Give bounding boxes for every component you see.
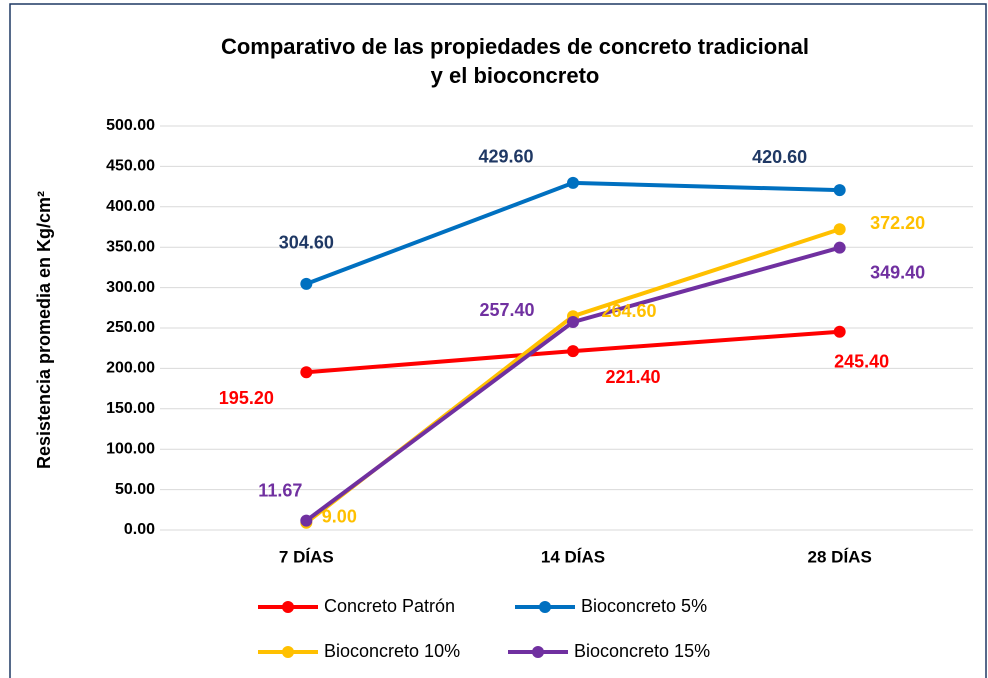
y-tick-label: 450.00 (106, 158, 155, 175)
data-point (833, 325, 846, 338)
chart-border (9, 3, 987, 678)
legend-marker (282, 601, 294, 613)
data-point (300, 366, 313, 379)
data-point (567, 345, 579, 358)
y-tick-label: 500.00 (106, 117, 155, 134)
data-label: 221.40 (605, 367, 660, 387)
y-tick-label: 150.00 (106, 400, 155, 417)
data-label: 245.40 (834, 351, 889, 371)
data-label: 420.60 (752, 147, 807, 167)
data-label: 372.20 (870, 213, 925, 233)
y-tick-label: 200.00 (106, 360, 155, 377)
data-label: 429.60 (478, 147, 533, 167)
data-point (567, 316, 579, 329)
legend-label: Bioconcreto 15% (574, 641, 710, 661)
y-tick-label: 400.00 (106, 198, 155, 215)
y-tick-label: 50.00 (115, 481, 155, 498)
data-point (833, 241, 846, 254)
data-label: 349.40 (870, 262, 925, 282)
legend-marker (539, 601, 551, 613)
data-label: 257.40 (479, 300, 534, 320)
legend-marker (532, 646, 544, 658)
data-point (833, 223, 846, 236)
y-axis-label: Resistencia promedia en Kg/cm² (34, 191, 54, 469)
data-label: 9.00 (322, 506, 357, 526)
legend-label: Bioconcreto 5% (581, 596, 707, 616)
data-point (300, 514, 313, 527)
x-tick-label: 7 DÍAS (279, 547, 334, 566)
chart-title: y el bioconcreto (431, 63, 600, 88)
data-point (300, 277, 313, 290)
y-tick-label: 250.00 (106, 319, 155, 336)
x-tick-label: 14 DÍAS (541, 547, 605, 566)
y-tick-label: 350.00 (106, 238, 155, 255)
data-label: 195.20 (219, 388, 274, 408)
data-label: 304.60 (279, 233, 334, 253)
y-tick-label: 0.00 (124, 521, 155, 538)
data-point (567, 176, 579, 189)
legend-label: Bioconcreto 10% (324, 641, 460, 661)
legend-label: Concreto Patrón (324, 596, 455, 616)
y-tick-label: 300.00 (106, 279, 155, 296)
legend-marker (282, 646, 294, 658)
y-tick-label: 100.00 (106, 440, 155, 457)
x-tick-label: 28 DÍAS (808, 547, 872, 566)
data-label: 264.60 (601, 301, 656, 321)
chart-title: Comparativo de las propiedades de concre… (221, 34, 809, 59)
data-label: 11.67 (258, 480, 302, 500)
data-point (833, 184, 846, 197)
